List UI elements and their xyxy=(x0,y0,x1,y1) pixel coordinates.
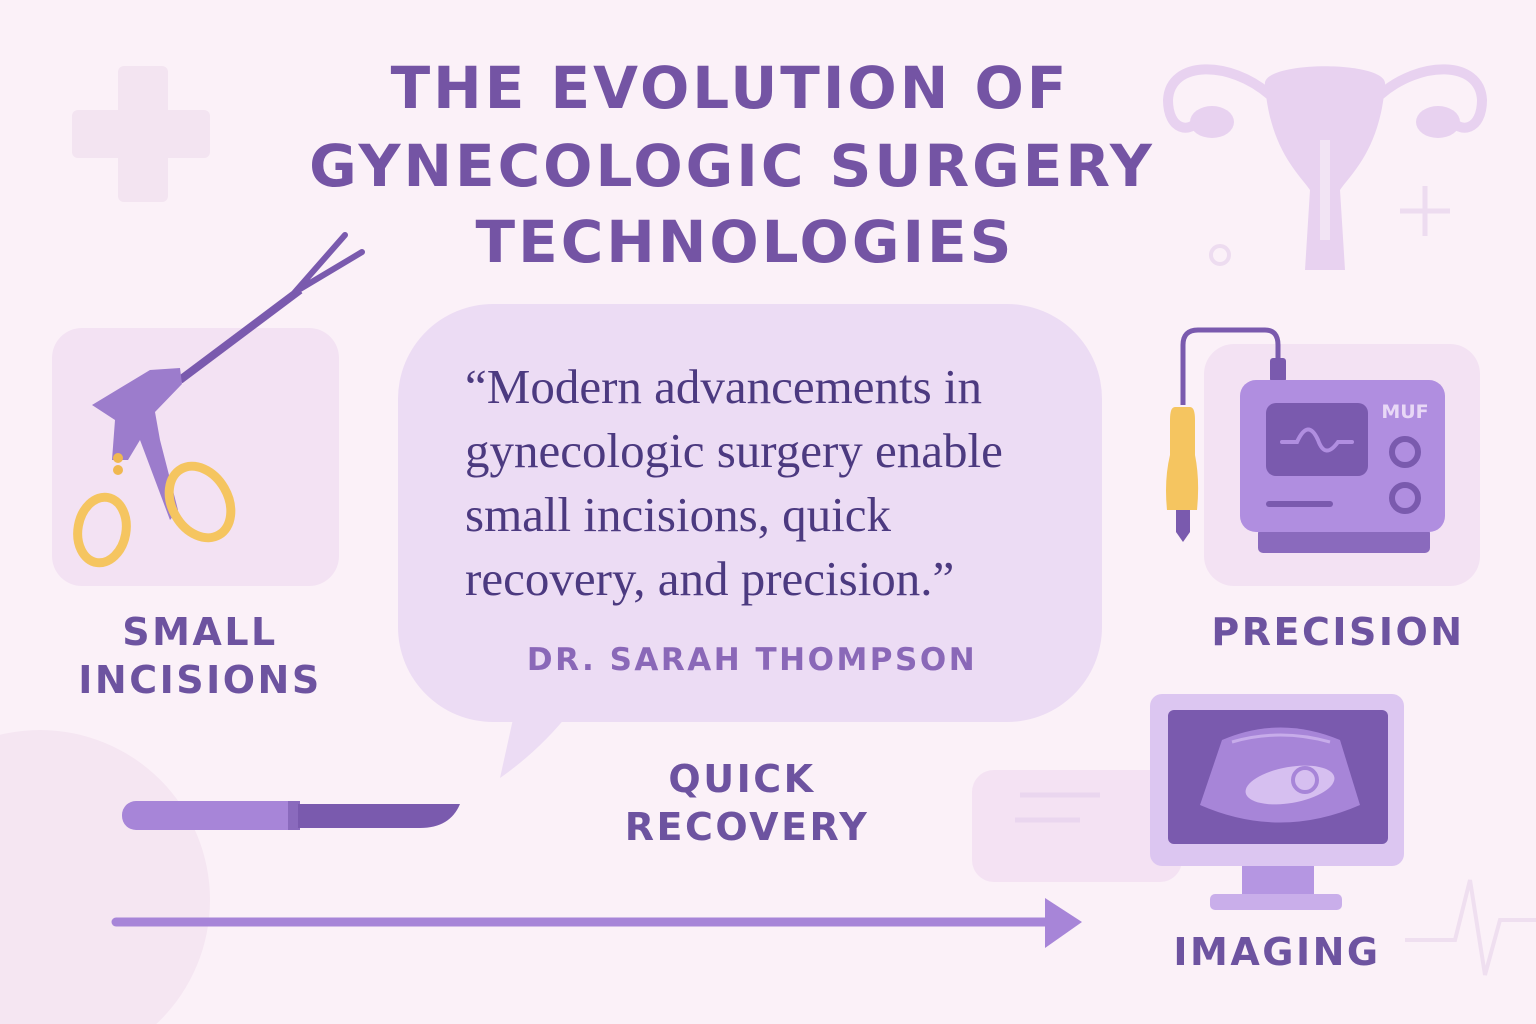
device-brand-label: MUF xyxy=(1381,401,1428,423)
medical-cross-icon xyxy=(72,66,210,202)
electrosurgical-unit-icon: MUF xyxy=(1166,327,1445,553)
ultrasound-monitor-icon xyxy=(1150,694,1404,910)
small-ring-icon xyxy=(1209,244,1231,266)
quote-author: DR. SARAH THOMPSON xyxy=(527,642,977,678)
quote-line-2: gynecologic surgery enable xyxy=(465,423,1003,478)
label-incisions: INCISIONS xyxy=(78,658,321,702)
timeline-arrow-icon xyxy=(111,898,1082,948)
heartbeat-line-icon xyxy=(1405,879,1536,976)
title-line-3: TECHNOLOGIES xyxy=(476,208,1015,276)
scalpel-icon xyxy=(122,801,460,830)
label-small: SMALL xyxy=(122,610,278,654)
label-quick: QUICK xyxy=(668,757,815,801)
quote-line-4: recovery, and precision.” xyxy=(465,551,954,606)
quote-bubble xyxy=(398,304,1102,778)
small-plus-icon xyxy=(1400,186,1450,236)
label-precision: PRECISION xyxy=(1211,610,1464,654)
ultrasound-machine-background xyxy=(972,770,1182,882)
laparoscopic-grasper-icon xyxy=(73,232,365,568)
quote-line-1: “Modern advancements in xyxy=(465,359,982,414)
title-line-2: GYNECOLOGIC SURGERY xyxy=(309,132,1155,200)
uterus-icon xyxy=(1162,64,1488,270)
background-circle xyxy=(0,730,210,1024)
title-line-1: THE EVOLUTION OF xyxy=(391,54,1070,122)
label-recovery: RECOVERY xyxy=(625,805,869,849)
quote-line-3: small incisions, quick xyxy=(465,487,891,542)
label-imaging: IMAGING xyxy=(1173,930,1380,974)
